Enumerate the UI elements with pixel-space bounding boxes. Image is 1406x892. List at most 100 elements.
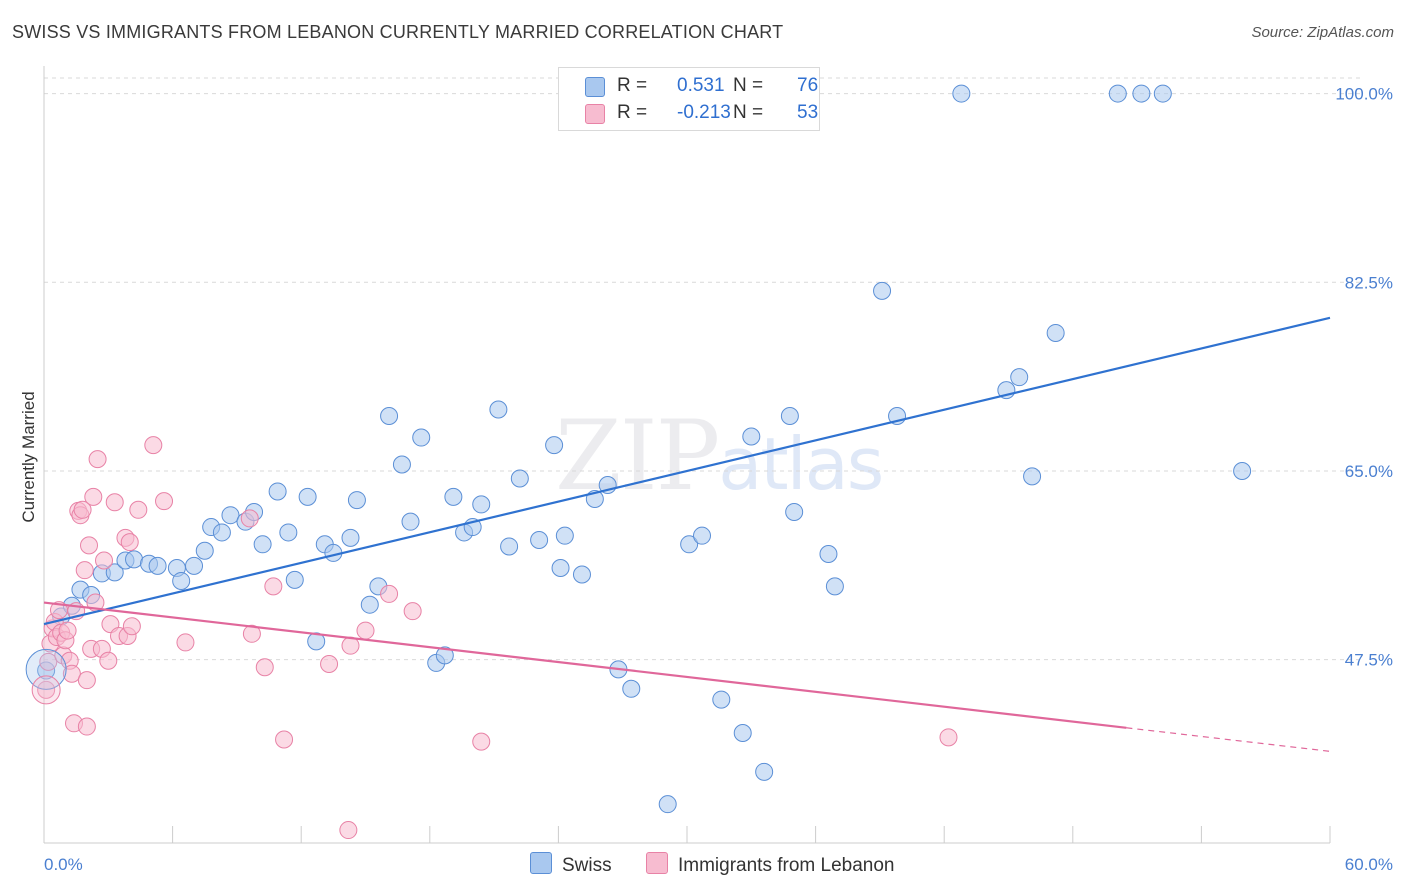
swiss-point — [555, 526, 574, 545]
lebanon-point — [95, 551, 114, 570]
lebanon-trend-extension — [1126, 727, 1331, 752]
swiss-point — [435, 646, 454, 665]
axes — [43, 66, 1331, 844]
legend-r-label: R = — [617, 102, 648, 123]
series-swatch-swiss — [530, 852, 552, 874]
series-label-lebanon: Immigrants from Lebanon — [678, 855, 895, 876]
lebanon-point — [255, 658, 274, 677]
swiss-point — [1153, 84, 1172, 103]
lebanon-point — [939, 728, 958, 747]
swiss-point — [622, 679, 641, 698]
swiss-point — [392, 455, 411, 474]
legend-n-value: 76 — [797, 75, 819, 96]
x-tick-label: 0.0% — [44, 855, 83, 874]
swiss-point — [412, 428, 431, 447]
swiss-point — [545, 436, 564, 455]
swiss-point — [125, 550, 144, 569]
legend-r-value: -0.213 — [677, 102, 731, 123]
swiss-point — [172, 571, 191, 590]
swiss-point — [1132, 84, 1151, 103]
swiss-point — [1023, 467, 1042, 486]
grid-lines — [44, 77, 1362, 661]
legend-n-label: N = — [733, 102, 764, 123]
series-legend-swiss: Swiss — [530, 852, 612, 877]
swiss-point — [1233, 461, 1252, 480]
swiss-point — [825, 577, 844, 596]
swiss-point — [530, 530, 549, 549]
swiss-point — [401, 512, 420, 531]
lebanon-point — [356, 621, 375, 640]
y-tick-label: 100.0% — [1335, 85, 1393, 104]
swiss-point — [341, 528, 360, 547]
swiss-point — [952, 84, 971, 103]
lebanon-point — [73, 500, 92, 519]
swiss-point — [785, 502, 804, 521]
data-points — [25, 84, 1252, 840]
lebanon-point — [39, 652, 58, 671]
lebanon-point — [129, 500, 148, 519]
correlation-legend: R = 0.531 N = 76 R = -0.213 N = 53 — [558, 67, 820, 131]
lebanon-point — [320, 654, 339, 673]
lebanon-point — [275, 730, 294, 749]
swiss-point — [472, 495, 491, 514]
lebanon-point — [99, 651, 118, 670]
legend-swatch-lebanon — [585, 104, 605, 124]
lebanon-point — [144, 436, 163, 455]
lebanon-point — [80, 536, 99, 555]
trend-lines — [43, 316, 1331, 752]
swiss-point — [268, 482, 287, 501]
y-tick-label: 65.0% — [1345, 462, 1393, 481]
lebanon-point — [58, 621, 77, 640]
watermark-zip: ZIP — [555, 400, 720, 512]
chart-title: SWISS VS IMMIGRANTS FROM LEBANON CURRENT… — [12, 22, 784, 42]
lebanon-point — [155, 492, 174, 511]
lebanon-point — [88, 450, 107, 469]
swiss-point — [298, 487, 317, 506]
lebanon-point — [122, 617, 141, 636]
legend-n-label: N = — [733, 75, 764, 96]
lebanon-point — [472, 732, 491, 751]
lebanon-point — [264, 577, 283, 596]
swiss-point — [819, 545, 838, 564]
swiss-point — [500, 537, 519, 556]
swiss-point — [658, 795, 677, 814]
y-axis-label: Currently Married — [19, 391, 38, 522]
legend-swatch-swiss — [585, 77, 605, 97]
x-tick-label: 60.0% — [1345, 855, 1393, 874]
lebanon-point — [77, 671, 96, 690]
series-label-swiss: Swiss — [562, 855, 612, 876]
lebanon-point — [84, 487, 103, 506]
legend-n-value: 53 — [797, 102, 819, 123]
lebanon-point — [77, 717, 96, 736]
swiss-point — [693, 526, 712, 545]
swiss-point — [380, 406, 399, 425]
swiss-point — [489, 400, 508, 419]
legend-r-label: R = — [617, 75, 648, 96]
swiss-point — [195, 541, 214, 560]
swiss-point — [307, 632, 326, 651]
swiss-point — [755, 762, 774, 781]
lebanon-point — [380, 584, 399, 603]
swiss-point — [712, 690, 731, 709]
lebanon-point — [403, 602, 422, 621]
swiss-point — [221, 506, 240, 525]
swiss-point — [572, 565, 591, 584]
swiss-point — [1046, 323, 1065, 342]
swiss-point — [873, 281, 892, 300]
legend-r-value: 0.531 — [677, 75, 725, 96]
swiss-point — [253, 535, 272, 554]
lebanon-point — [242, 624, 261, 643]
series-swatch-lebanon — [646, 852, 668, 874]
lebanon-point — [120, 533, 139, 552]
lebanon-point — [339, 821, 358, 840]
lebanon-point — [105, 493, 124, 512]
swiss-point — [733, 724, 752, 743]
swiss-point — [185, 556, 204, 575]
swiss-point — [551, 559, 570, 578]
lebanon-point — [176, 633, 195, 652]
lebanon-trend-line — [43, 601, 1127, 729]
swiss-point — [742, 427, 761, 446]
swiss-point — [1108, 84, 1127, 103]
lebanon-point — [75, 561, 94, 580]
